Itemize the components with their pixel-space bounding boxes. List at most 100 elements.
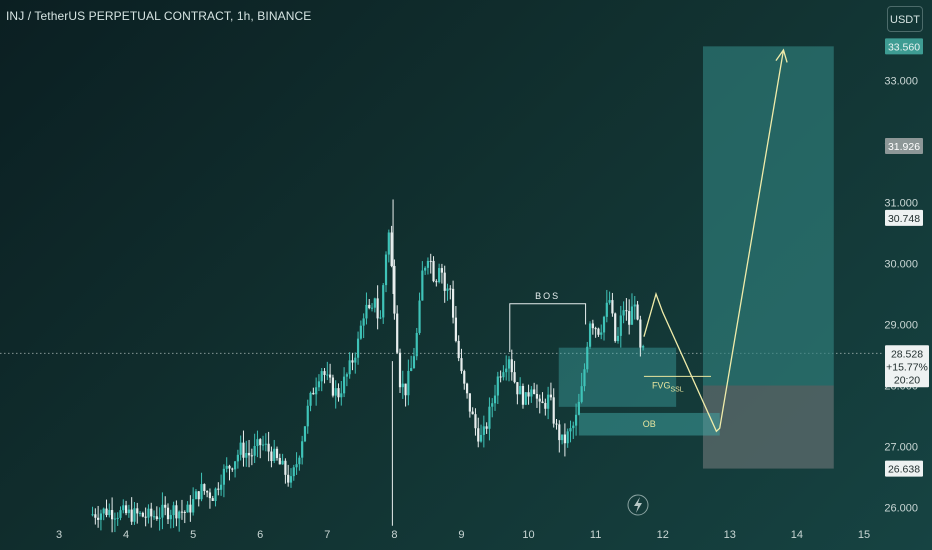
- candle-body: [295, 464, 298, 468]
- candle-body: [404, 383, 407, 396]
- candle-body: [298, 457, 301, 465]
- candle-body: [569, 428, 572, 432]
- candle-body: [217, 488, 220, 490]
- fvg-zone: [558, 347, 677, 407]
- candle-body: [203, 484, 206, 492]
- x-tick-label: 5: [190, 529, 196, 541]
- trade-zones: [558, 46, 834, 469]
- candle-body: [273, 448, 276, 462]
- chart-title: INJ / TetherUS PERPETUAL CONTRACT, 1h, B…: [6, 9, 312, 23]
- candle-body: [463, 371, 466, 384]
- candle-body: [141, 512, 144, 517]
- time-axis: 3 4 5 6 7 8 9 10 11 12 13 14 15: [56, 529, 870, 541]
- candle-body: [111, 510, 114, 520]
- candle-body: [152, 516, 156, 518]
- candle-body: [192, 499, 195, 513]
- candle-body: [161, 504, 164, 518]
- candle-body: [552, 397, 555, 424]
- projection-path: [643, 49, 785, 433]
- candle-body: [365, 304, 368, 319]
- candle-body: [289, 476, 293, 483]
- candle-body: [267, 443, 270, 452]
- candle-body: [337, 388, 340, 398]
- candle-body: [580, 386, 583, 402]
- candle-body: [605, 302, 608, 317]
- current-price-tag: [885, 345, 929, 388]
- currency-button[interactable]: USDT: [887, 6, 923, 32]
- price-tag: [885, 460, 923, 477]
- candle-body: [183, 511, 186, 513]
- candle-body: [206, 491, 209, 493]
- price-tag-label: 30.748: [888, 213, 920, 225]
- candle-body: [136, 508, 139, 514]
- candle-body: [396, 313, 399, 353]
- candle-body: [284, 460, 287, 475]
- candle-body: [211, 498, 214, 501]
- x-tick-label: 11: [590, 529, 601, 541]
- candle-body: [122, 505, 125, 511]
- candle-body: [410, 368, 413, 371]
- candle-body: [449, 288, 452, 290]
- candle-body: [642, 346, 645, 348]
- candle-body: [334, 388, 337, 396]
- candle-body: [382, 285, 385, 318]
- candle-body: [97, 517, 100, 520]
- candle-body: [348, 360, 351, 375]
- candle-body: [231, 468, 234, 470]
- candle-body: [513, 372, 516, 383]
- candle-body: [256, 439, 259, 446]
- candle-body: [530, 389, 533, 397]
- candle-body: [138, 512, 142, 514]
- candle-body: [454, 317, 457, 341]
- candle-body: [619, 315, 622, 336]
- candle-body: [510, 359, 513, 373]
- candle-body: [468, 393, 471, 412]
- candle-body: [471, 411, 474, 415]
- candle-body: [281, 460, 284, 465]
- candle-body: [351, 360, 354, 363]
- y-tick-label: 26.000: [884, 503, 918, 515]
- candle-body: [451, 288, 455, 318]
- candle-body: [194, 491, 198, 500]
- lightning-icon: [627, 494, 649, 516]
- candle-body: [535, 393, 539, 399]
- candle-body: [102, 508, 105, 514]
- candle-body: [259, 439, 262, 446]
- candle-body: [460, 358, 463, 372]
- bos-label: BOS: [535, 291, 560, 301]
- lightning-icon-bolt: [634, 497, 642, 513]
- candle-body: [555, 423, 558, 425]
- fvg-label-main: FVG: [652, 380, 671, 390]
- candle-body: [443, 272, 446, 291]
- candle-body: [323, 371, 326, 375]
- candle-body: [340, 393, 343, 398]
- candle-body: [197, 491, 200, 500]
- candle-body: [438, 268, 441, 283]
- candle-body: [485, 426, 488, 429]
- candle-body: [602, 316, 606, 333]
- candle-body: [519, 385, 522, 395]
- x-tick-label: 9: [458, 529, 464, 541]
- candle-body: [315, 387, 318, 395]
- candle-body: [150, 508, 153, 517]
- candle-body: [119, 510, 122, 518]
- y-tick-label: 30.000: [884, 259, 918, 271]
- candle-body: [359, 325, 362, 339]
- price-tag-label: 31.926: [888, 141, 920, 153]
- candle-body: [393, 265, 396, 314]
- candle-body: [225, 465, 228, 469]
- candle-body: [373, 298, 376, 308]
- bos-line: [509, 303, 587, 352]
- candle-body: [362, 318, 365, 326]
- candle-body: [549, 394, 553, 398]
- candle-body: [479, 434, 483, 442]
- x-tick-label: 8: [391, 529, 397, 541]
- candle-body: [116, 517, 119, 519]
- candle-body: [275, 448, 279, 458]
- candle-body: [538, 398, 541, 402]
- candle-body: [491, 403, 494, 407]
- candle-body: [628, 311, 631, 325]
- candle-body: [465, 383, 469, 394]
- candle-body: [250, 455, 253, 457]
